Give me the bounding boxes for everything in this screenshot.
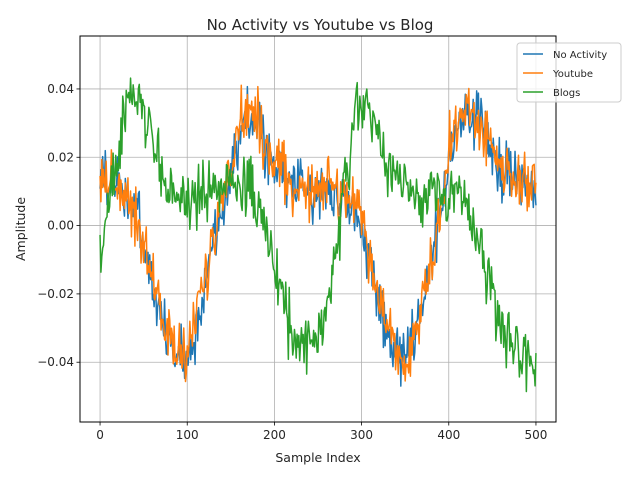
x-tick-label: 400	[437, 428, 460, 442]
legend-label: Youtube	[552, 69, 593, 80]
plot-frame	[79, 35, 557, 423]
legend-box	[516, 42, 622, 103]
legend-label: No Activity	[553, 50, 607, 61]
chart-title: No Activity vs Youtube vs Blog	[207, 16, 434, 34]
series-line-1	[99, 84, 537, 383]
x-tick-label: 100	[176, 428, 199, 442]
legend-label: Blogs	[553, 88, 580, 99]
x-axis-label: Sample Index	[275, 450, 360, 465]
y-tick-label: 0.02	[47, 150, 74, 164]
y-tick-label: 0.04	[47, 82, 74, 96]
y-tick-label: −0.02	[37, 287, 74, 301]
y-tick-label: 0.00	[47, 219, 74, 233]
ticks: 0 100 200 300 400 500 −0.04 −0.02 0.00 0.02 0.04	[37, 82, 547, 442]
x-tick-label: 500	[524, 428, 547, 442]
series-line-2	[99, 77, 537, 393]
y-axis-label: Amplitude	[13, 197, 28, 261]
x-tick-label: 200	[263, 428, 286, 442]
series-lines	[99, 77, 537, 393]
y-tick-label: −0.04	[37, 355, 74, 369]
x-tick-label: 0	[96, 428, 104, 442]
x-tick-label: 300	[350, 428, 373, 442]
legend: No Activity Youtube Blogs	[516, 42, 622, 103]
